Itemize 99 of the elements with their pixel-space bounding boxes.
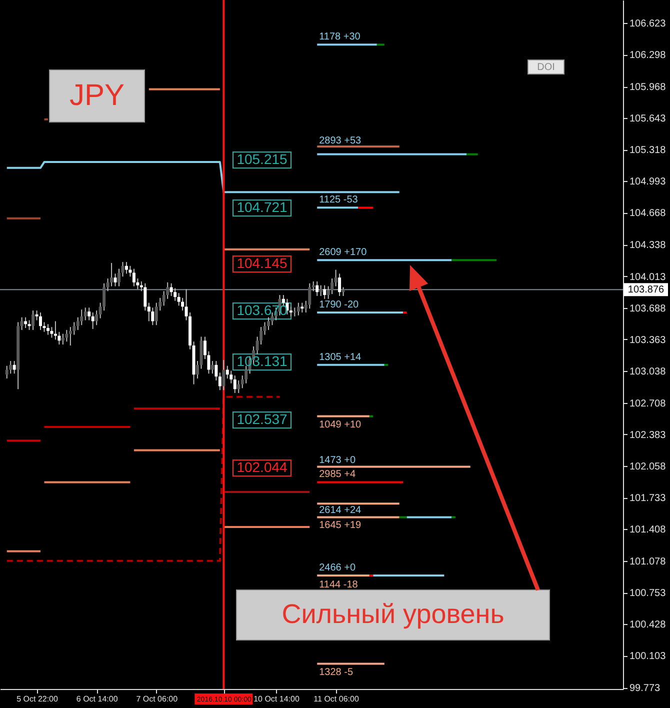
- y-tick-label: 106.623: [630, 18, 666, 30]
- candlestick: [289, 306, 292, 317]
- candlestick: [61, 333, 64, 345]
- candlestick: [296, 302, 300, 316]
- y-tick-label: 105.318: [630, 145, 666, 156]
- candlestick: [110, 262, 114, 287]
- candlestick: [263, 322, 266, 336]
- candlestick: [20, 316, 24, 330]
- y-tick-label: 105.643: [630, 114, 666, 125]
- y-tick-label: 101.408: [630, 524, 666, 536]
- candlestick: [12, 360, 16, 374]
- y-tick-label: 103.688: [630, 303, 666, 314]
- candlestick: [210, 360, 214, 374]
- annotation: 1049 +10: [319, 419, 362, 430]
- annotation: 2985 +4: [319, 468, 356, 480]
- x-tick-label: 6 Oct 14:00: [76, 694, 118, 704]
- y-tick-label: 100.428: [630, 620, 666, 631]
- y-tick-label: 104.668: [630, 208, 666, 220]
- annotation: DOI: [537, 62, 555, 73]
- candlestick: [9, 360, 12, 374]
- candlestick: [237, 380, 240, 394]
- candlestick: [233, 375, 236, 394]
- ref-line-label: 103.876: [628, 284, 665, 296]
- annotation: 1178 +30: [319, 32, 361, 43]
- candlestick: [39, 312, 42, 330]
- annotation: 102.537: [236, 411, 288, 427]
- candlestick: [147, 302, 150, 322]
- annotation: 2609 +170: [319, 247, 368, 258]
- candlestick: [174, 288, 177, 302]
- y-tick-label: 100.103: [630, 651, 666, 662]
- candlestick: [300, 302, 304, 313]
- annotation: 2893 +53: [319, 136, 362, 147]
- annotation: 1125 -53: [319, 194, 358, 206]
- y-tick-label: 103.363: [630, 334, 666, 346]
- candlestick: [144, 282, 147, 312]
- annotation: Сильный уровень: [282, 599, 504, 629]
- candlestick: [181, 297, 184, 312]
- candlestick: [177, 292, 180, 306]
- candlestick: [50, 326, 54, 338]
- annotation: 1473 +0: [319, 454, 356, 466]
- annotation: 103.131: [236, 353, 288, 369]
- candlestick: [124, 262, 128, 274]
- candlestick: [80, 309, 84, 326]
- candlestick: [230, 370, 233, 384]
- candlestick: [32, 310, 35, 330]
- candlestick: [214, 360, 218, 381]
- candlestick: [218, 372, 222, 391]
- candlestick: [84, 307, 87, 321]
- annotation: 1790 -20: [319, 299, 360, 310]
- candlestick: [24, 316, 28, 329]
- annotation: 1328 -5: [319, 666, 354, 678]
- y-tick-label: 100.753: [630, 588, 666, 600]
- y-tick-label: 106.298: [630, 50, 666, 62]
- candlestick: [46, 324, 50, 336]
- candlestick: [91, 312, 94, 330]
- annotation: 105.215: [236, 151, 288, 167]
- candlestick: [54, 320, 57, 340]
- y-tick-label: 104.338: [630, 240, 666, 252]
- annotation: JPY: [69, 79, 125, 112]
- x-tick-label: 7 Oct 06:00: [136, 694, 178, 704]
- candlestick: [293, 307, 296, 317]
- candlestick: [330, 278, 334, 295]
- x-tick-label: 10 Oct 14:00: [254, 694, 300, 704]
- candlestick: [88, 307, 91, 321]
- annotation: 1645 +19: [319, 520, 362, 532]
- candlestick: [5, 365, 8, 379]
- candlestick: [222, 360, 226, 391]
- y-tick-label: 102.383: [630, 430, 666, 441]
- y-tick-label: 101.078: [630, 556, 666, 568]
- annotation: 2466 +0: [319, 562, 356, 574]
- annotation: 102.044: [236, 459, 288, 475]
- annotation: 1305 +14: [319, 352, 362, 363]
- y-tick-label: 102.708: [630, 398, 666, 410]
- candlestick: [28, 320, 31, 330]
- y-tick-label: 103.038: [630, 366, 666, 378]
- candlestick: [334, 269, 338, 287]
- y-tick-label: 102.058: [630, 461, 666, 472]
- y-tick-label: 101.733: [630, 493, 666, 504]
- candlestick: [132, 268, 136, 287]
- annotation: 104.721: [236, 199, 288, 215]
- candlestick: [154, 302, 158, 326]
- candlestick: [316, 280, 319, 296]
- annotation: 1144 -18: [319, 579, 358, 590]
- candlestick: [151, 307, 154, 326]
- candlestick: [95, 310, 98, 326]
- candlestick: [308, 282, 312, 310]
- candlestick: [319, 284, 322, 296]
- annotation: 2614 +24: [319, 505, 362, 516]
- candlestick: [244, 365, 248, 384]
- y-tick-label: 99.773: [630, 683, 661, 694]
- y-tick-label: 104.013: [630, 272, 666, 283]
- x-tick-label: 11 Oct 06:00: [314, 694, 360, 704]
- candlestick: [323, 284, 326, 300]
- annotation: 104.145: [236, 255, 288, 271]
- y-tick-label: 104.993: [630, 176, 666, 188]
- y-tick-label: 105.968: [630, 82, 666, 94]
- candlestick: [338, 273, 342, 296]
- candlestick: [114, 273, 117, 287]
- x-tick-label: 5 Oct 22:00: [16, 694, 58, 704]
